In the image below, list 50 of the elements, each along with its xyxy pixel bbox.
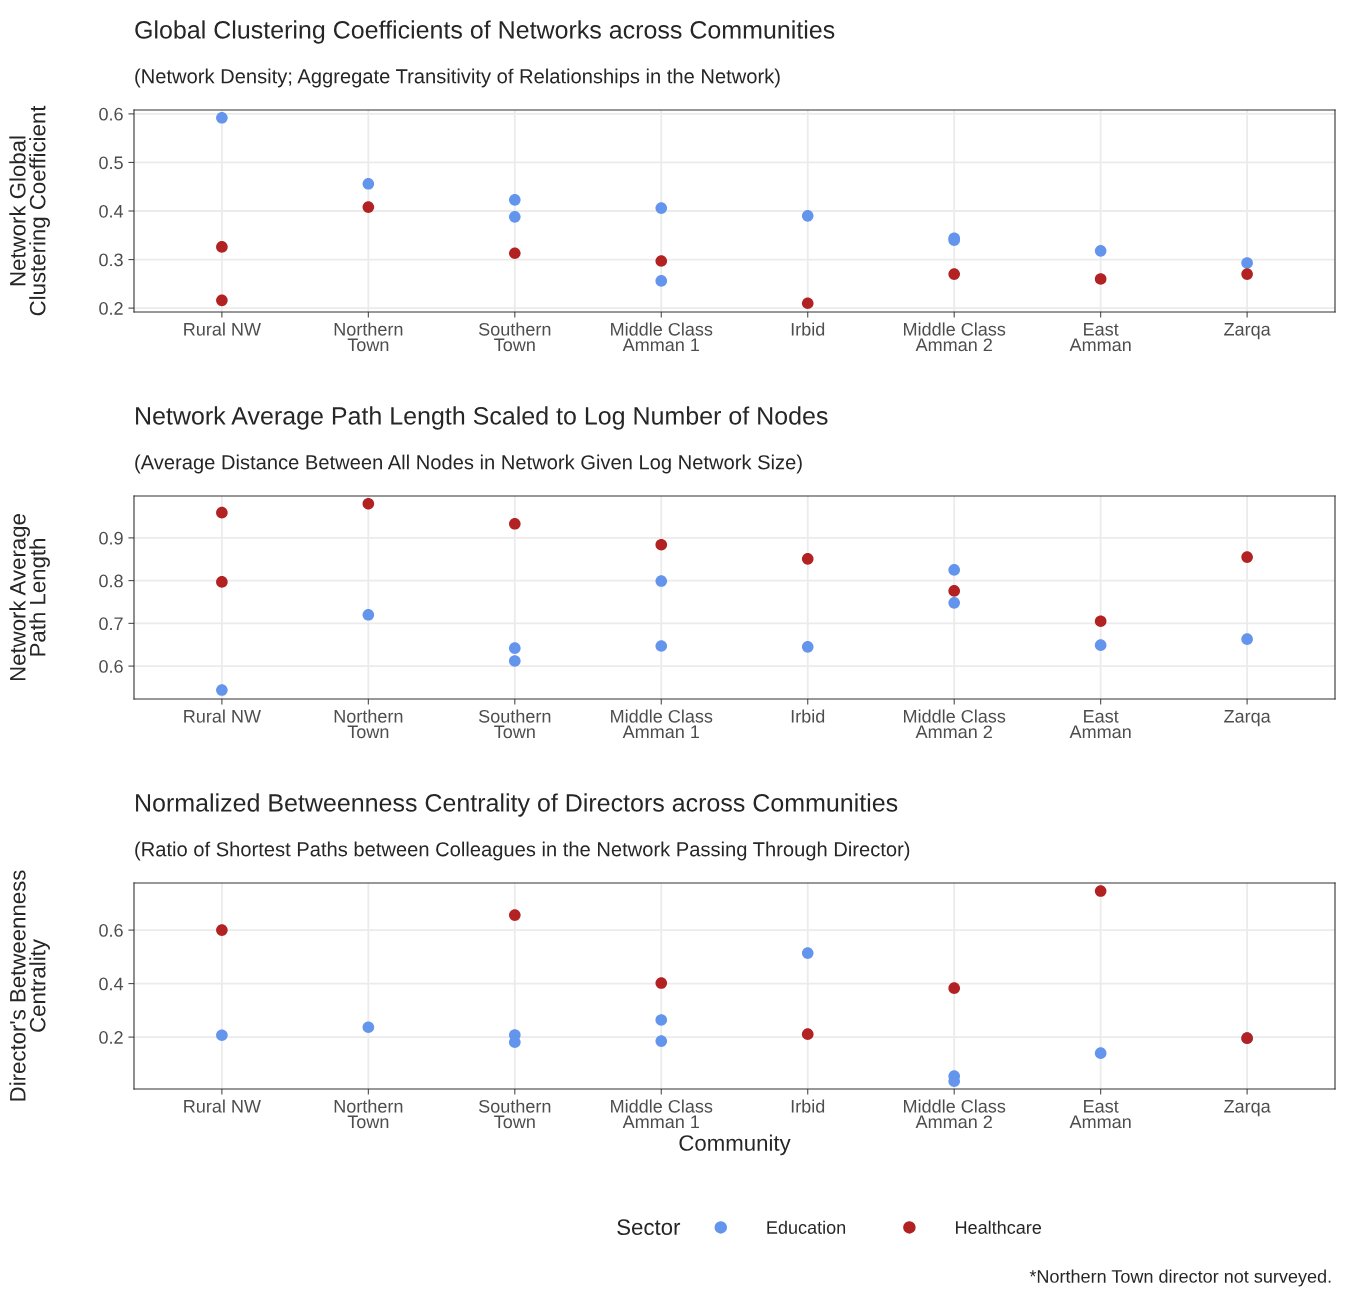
chart-title: Global Clustering Coefficients of Networks across Communities bbox=[135, 20, 835, 44]
chart-title: Network Average Path Length Scaled to Log Number of Nodes bbox=[136, 406, 828, 430]
y-axis-title: Network Average Path Length bbox=[9, 514, 50, 681]
legend-label: Healthcare bbox=[956, 1220, 1042, 1234]
x-tick-label: Southern Town bbox=[478, 1099, 551, 1129]
y-tick-label: 0.2 bbox=[99, 1031, 123, 1044]
x-tick-label: Southern Town bbox=[478, 322, 551, 352]
y-tick-label: 0.6 bbox=[99, 107, 123, 121]
y-tick-label: 0.8 bbox=[99, 574, 123, 588]
x-tick-label: Middle Class Amman 2 bbox=[904, 1099, 1006, 1129]
y-tick-label: 0.9 bbox=[99, 531, 123, 545]
x-tick-label: Middle Class Amman 2 bbox=[904, 709, 1006, 739]
x-tick-label: Middle Class Amman 1 bbox=[611, 709, 713, 739]
x-tick-label: Southern Town bbox=[478, 709, 551, 739]
y-tick-label: 0.6 bbox=[99, 924, 123, 937]
chart-title: Normalized Betweenness Centrality of Directors across Communities bbox=[136, 793, 898, 817]
x-tick-label: Northern Town bbox=[334, 1099, 403, 1129]
x-tick-label: Middle Class Amman 1 bbox=[611, 322, 713, 352]
x-tick-label: Irbid bbox=[791, 709, 825, 723]
y-tick-label: 0.3 bbox=[99, 253, 123, 267]
y-tick-label: 0.6 bbox=[99, 660, 123, 673]
x-tick-label: Rural NW bbox=[184, 322, 261, 336]
chart-subtitle: (Network Density; Aggregate Transitivity of Relationships in the Network) bbox=[135, 68, 780, 88]
x-tick-label: Zarqa bbox=[1224, 1100, 1271, 1117]
y-tick-label: 0.2 bbox=[99, 302, 123, 315]
y-tick-label: 0.4 bbox=[99, 977, 124, 991]
y-tick-label: 0.7 bbox=[99, 617, 123, 631]
x-tick-label: Middle Class Amman 2 bbox=[904, 322, 1006, 352]
x-tick-label: East Amman bbox=[1069, 1100, 1131, 1129]
x-tick-label: Irbid bbox=[791, 322, 825, 336]
x-tick-label: Zarqa bbox=[1224, 710, 1271, 727]
legend-label: Education bbox=[767, 1220, 846, 1234]
x-tick-label: East Amman bbox=[1069, 323, 1131, 352]
x-tick-label: Northern Town bbox=[334, 709, 403, 739]
x-tick-label: East Amman bbox=[1069, 710, 1131, 739]
x-tick-label: Northern Town bbox=[334, 322, 403, 352]
y-axis-title: Director's Betweenness Centrality bbox=[9, 870, 50, 1101]
y-tick-label: 0.5 bbox=[99, 156, 123, 170]
text: *Northern Town director not surveyed. bbox=[1029, 1269, 1331, 1287]
y-axis-title: Network Global Clustering Coefficient bbox=[9, 105, 50, 316]
chart-subtitle: (Ratio of Shortest Paths between Colleagues in the Network Passing Through Director) bbox=[135, 841, 910, 861]
x-tick-label: Rural NW bbox=[184, 1099, 261, 1113]
x-tick-label: Irbid bbox=[791, 1099, 825, 1113]
x-tick-label: Rural NW bbox=[184, 709, 261, 723]
x-tick-label: Zarqa bbox=[1224, 323, 1271, 340]
x-tick-label: Middle Class Amman 1 bbox=[611, 1099, 713, 1129]
y-tick-label: 0.4 bbox=[99, 204, 124, 218]
legend-title: Sector bbox=[617, 1219, 681, 1236]
x-axis-title: Community bbox=[679, 1134, 791, 1156]
chart-subtitle: (Average Distance Between All Nodes in Network Given Log Network Size) bbox=[135, 454, 802, 474]
